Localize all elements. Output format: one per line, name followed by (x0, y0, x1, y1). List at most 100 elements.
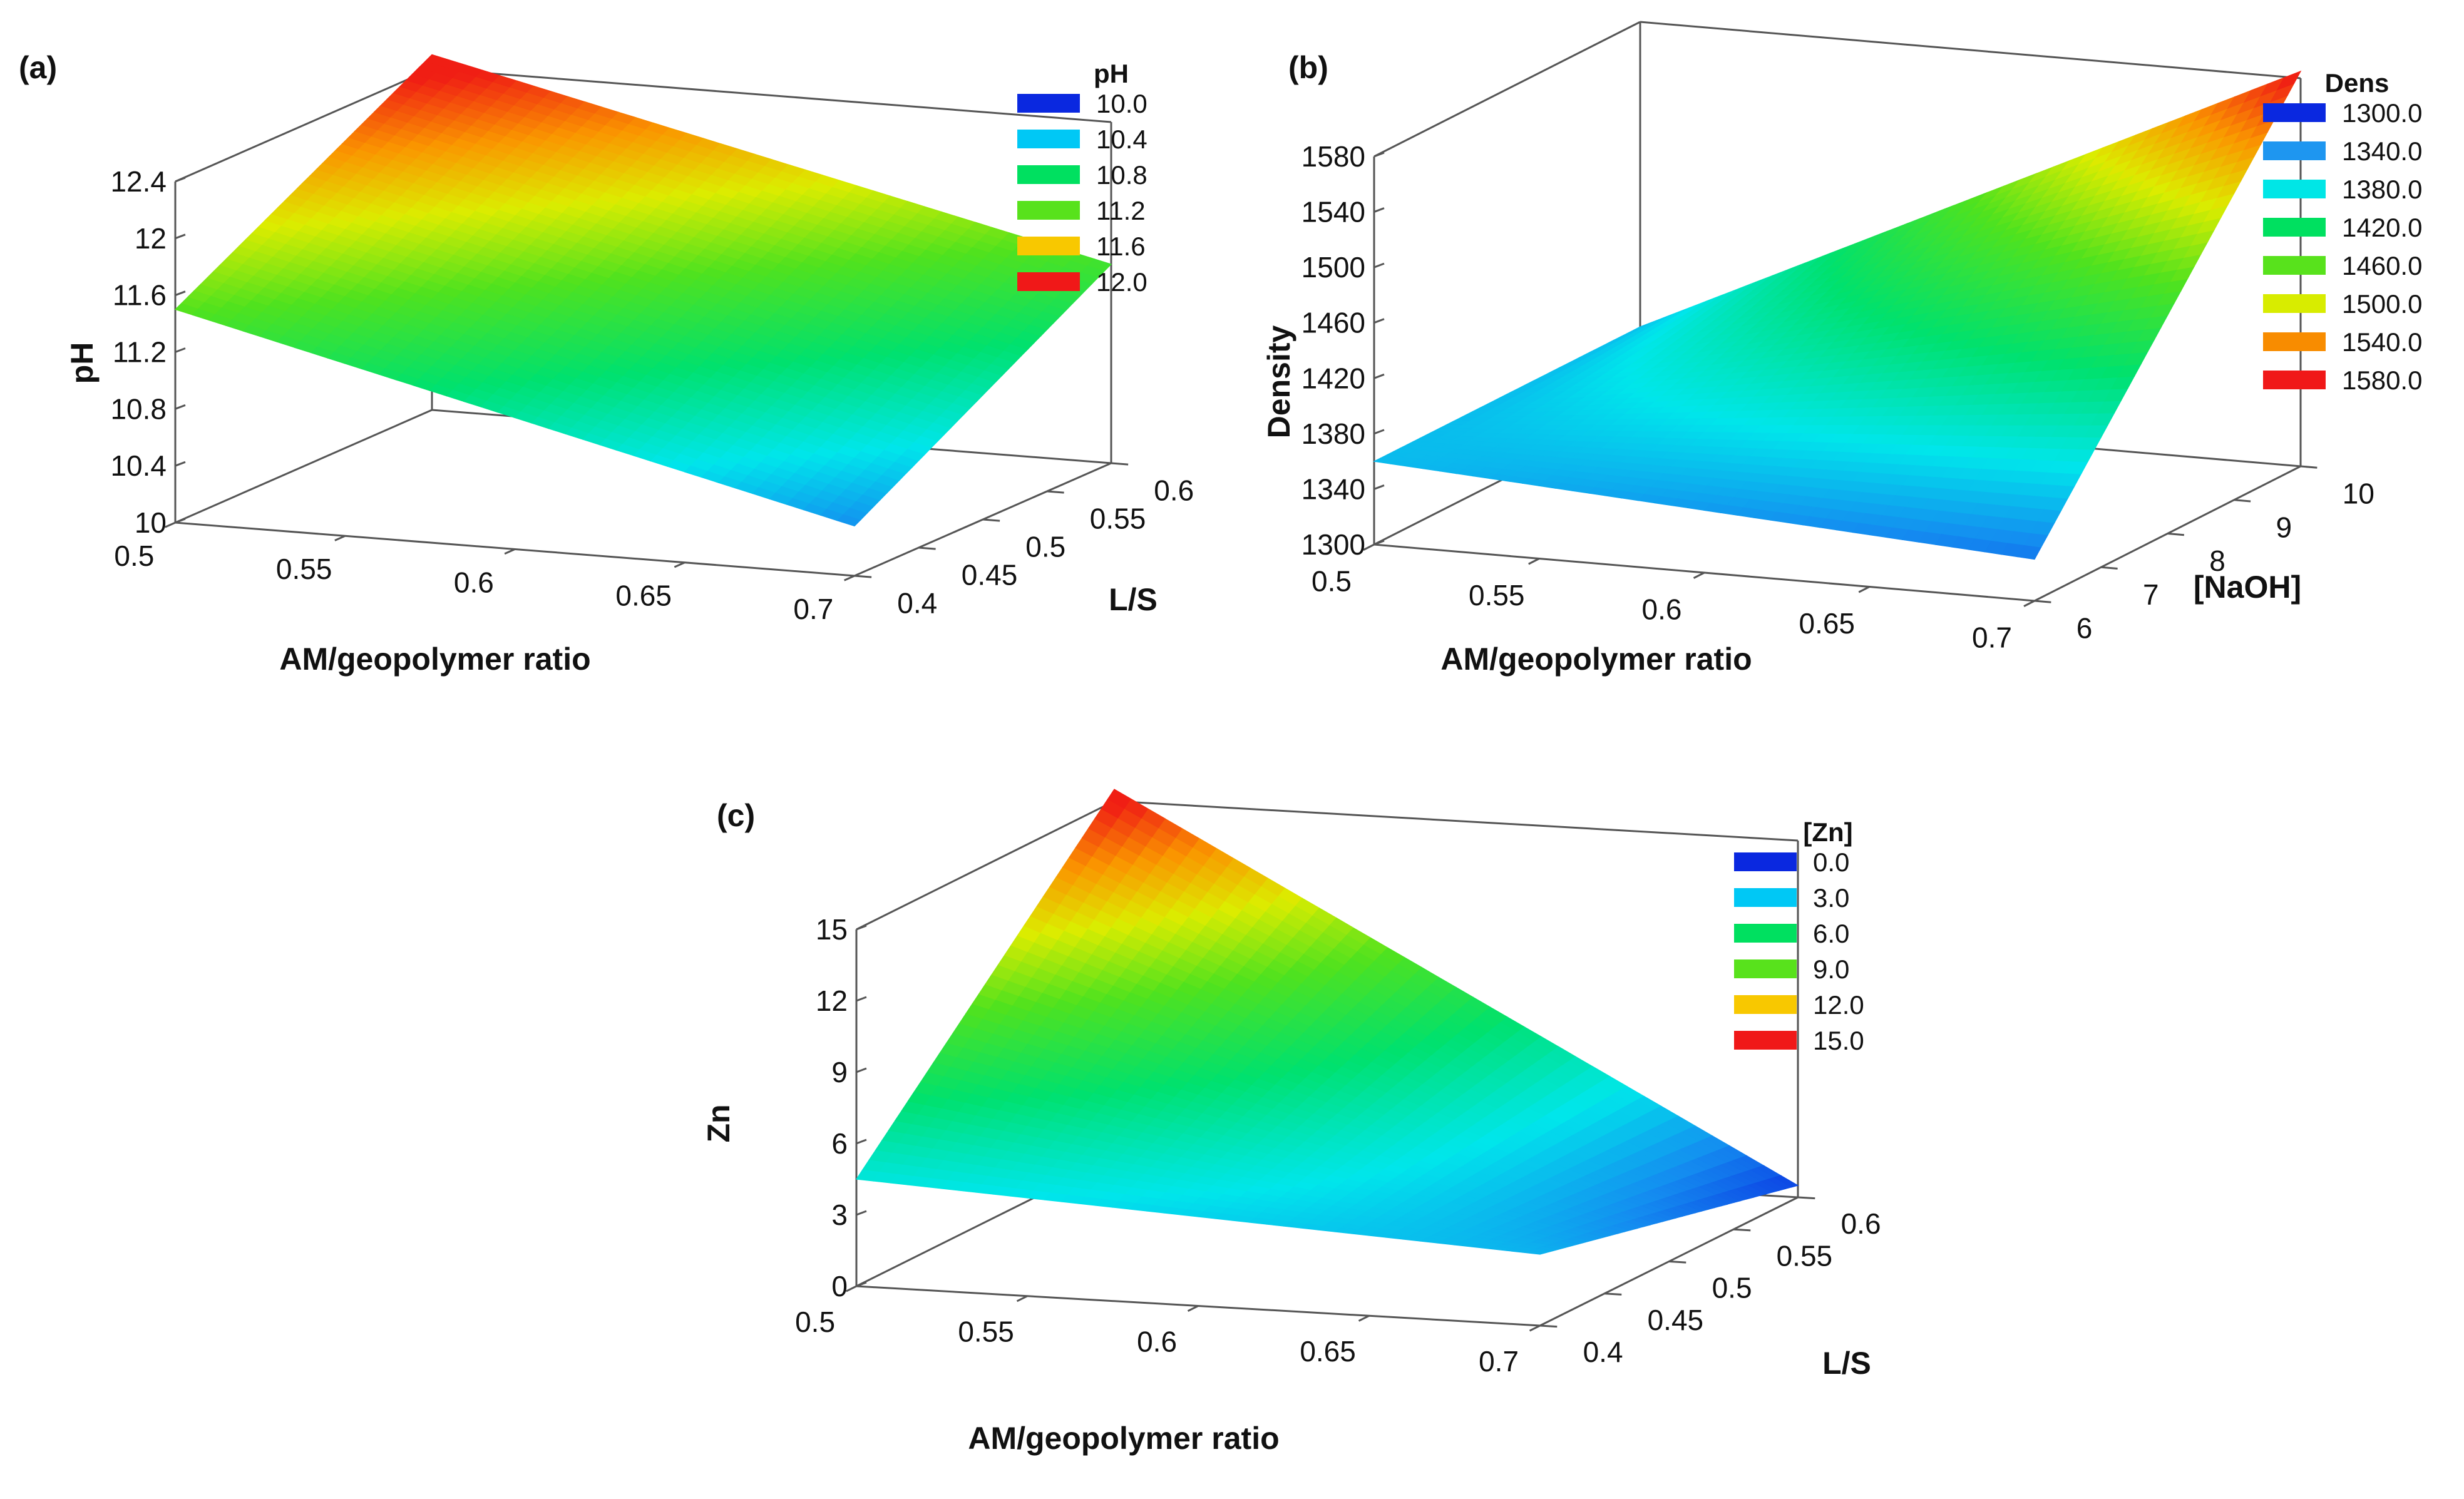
z-tick-mark (175, 290, 186, 297)
y-tick-mark (2101, 566, 2118, 570)
legend-swatch (2263, 218, 2326, 237)
z-tick-mark (1373, 484, 1385, 490)
y-tick-label: 0.55 (1777, 1239, 1833, 1272)
z-tick-mark (1373, 318, 1385, 324)
legend-label: 10.0 (1096, 89, 1147, 118)
y-tick-mark (2300, 465, 2318, 469)
legend-label: 12.0 (1813, 990, 1864, 1020)
y-tick-mark (1668, 1261, 1686, 1264)
x-tick-mark (2023, 600, 2035, 607)
x-tick-label: 0.55 (958, 1316, 1014, 1348)
legend-label: 11.2 (1096, 196, 1146, 225)
z-tick-label: 1580 (1301, 140, 1365, 173)
y-tick-mark (1797, 1196, 1815, 1200)
z-axis-label: pH (64, 342, 100, 384)
x-tick-mark (1858, 586, 1870, 593)
y-tick-label: 0.4 (897, 586, 937, 619)
z-tick-mark (175, 347, 186, 353)
x-tick-mark (843, 575, 855, 581)
z-tick-mark (175, 233, 186, 240)
response-surface (174, 54, 1112, 527)
legend-swatch (2263, 294, 2326, 313)
surface-cell (1087, 258, 1112, 272)
y-tick-label: 10 (2343, 478, 2374, 510)
y-tick-label: 0.6 (1154, 474, 1194, 506)
z-tick-mark (175, 461, 186, 467)
legend-swatch (2263, 332, 2326, 351)
z-tick-mark (1373, 373, 1385, 379)
z-tick-label: 3 (831, 1199, 848, 1231)
legend-title: Dens (2325, 68, 2390, 98)
legend-label: 1300.0 (2342, 98, 2422, 128)
z-axis-label: Density (1261, 325, 1296, 439)
y-tick-label: 0.4 (1583, 1336, 1623, 1368)
x-tick-mark (334, 535, 346, 541)
panel-label: (b) (1288, 50, 1328, 85)
chart-panel-c: 0.5 0.55 0.6 0.65 0.7 0.40.450.50.550.6036912… (701, 789, 1881, 1456)
legend-label: 1340.0 (2342, 136, 2422, 166)
z-tick-label: 15 (816, 913, 848, 946)
legend-swatch (1017, 237, 1080, 255)
y-axis-label: [NaOH] (2194, 570, 2301, 605)
panel-label: (c) (717, 798, 755, 833)
x-tick-mark (845, 1285, 857, 1292)
y-tick-mark (1047, 490, 1064, 494)
legend-label: 11.6 (1096, 232, 1146, 261)
x-tick-mark (1363, 543, 1375, 551)
z-tick-label: 1380 (1301, 417, 1365, 450)
y-tick-mark (1604, 1292, 1622, 1296)
z-tick-label: 12.4 (110, 165, 167, 198)
z-tick-mark (856, 1067, 867, 1073)
z-tick-label: 1460 (1301, 307, 1365, 339)
x-tick-mark (1187, 1305, 1199, 1312)
y-tick-label: 0.45 (962, 558, 1018, 591)
z-tick-label: 11.2 (113, 336, 167, 369)
y-tick-label: 0.5 (1025, 530, 1065, 563)
box-edge (1640, 21, 2301, 79)
panel-label: (a) (19, 50, 57, 85)
legend-swatch (1017, 130, 1080, 148)
x-tick-label: 0.7 (1479, 1345, 1519, 1378)
z-tick-mark (856, 924, 867, 931)
y-tick-mark (2034, 600, 2051, 603)
x-tick-mark (1016, 1295, 1028, 1302)
legend-label: 6.0 (1813, 919, 1849, 948)
x-tick-label: 0.65 (615, 580, 672, 612)
z-tick-label: 9 (831, 1056, 848, 1088)
z-tick-label: 1340 (1301, 473, 1365, 505)
legend: Dens1300.01340.01380.01420.01460.01500.0… (2263, 68, 2422, 395)
legend-label: 1420.0 (2342, 213, 2422, 242)
x-tick-label: 0.6 (1642, 593, 1682, 625)
legend-label: 10.8 (1096, 160, 1147, 190)
y-tick-mark (2167, 533, 2185, 536)
y-tick-mark (918, 546, 936, 550)
y-tick-mark (854, 575, 872, 578)
legend-swatch (1734, 995, 1797, 1014)
x-tick-mark (1529, 1324, 1541, 1332)
y-tick-label: 7 (2143, 578, 2159, 611)
chart-panel-b: 0.5 0.55 0.6 0.65 0.7 67891013001340138014201… (1261, 21, 2422, 677)
y-tick-label: 0.55 (1090, 502, 1146, 535)
x-axis-label: AM/geopolymer ratio (968, 1421, 1279, 1456)
box-edge (1373, 21, 1641, 158)
x-tick-label: 0.5 (114, 540, 154, 572)
legend-label: 12.0 (1096, 267, 1147, 297)
legend-label: 1380.0 (2342, 175, 2422, 204)
z-tick-mark (175, 177, 186, 183)
z-tick-mark (1373, 151, 1385, 158)
box-edge (175, 68, 433, 183)
z-tick-label: 1420 (1301, 362, 1365, 394)
response-surface (855, 789, 1799, 1255)
x-tick-label: 0.7 (1972, 621, 2012, 653)
y-tick-mark (2234, 499, 2251, 503)
box-edge (856, 800, 1115, 931)
x-tick-label: 0.6 (1137, 1325, 1177, 1358)
x-tick-label: 0.55 (276, 553, 332, 585)
legend-swatch (1734, 959, 1797, 978)
z-tick-label: 1300 (1301, 528, 1365, 561)
x-tick-label: 0.5 (1312, 565, 1352, 597)
x-tick-label: 0.55 (1469, 579, 1525, 611)
z-tick-mark (1373, 540, 1385, 546)
z-tick-label: 1540 (1301, 196, 1365, 228)
